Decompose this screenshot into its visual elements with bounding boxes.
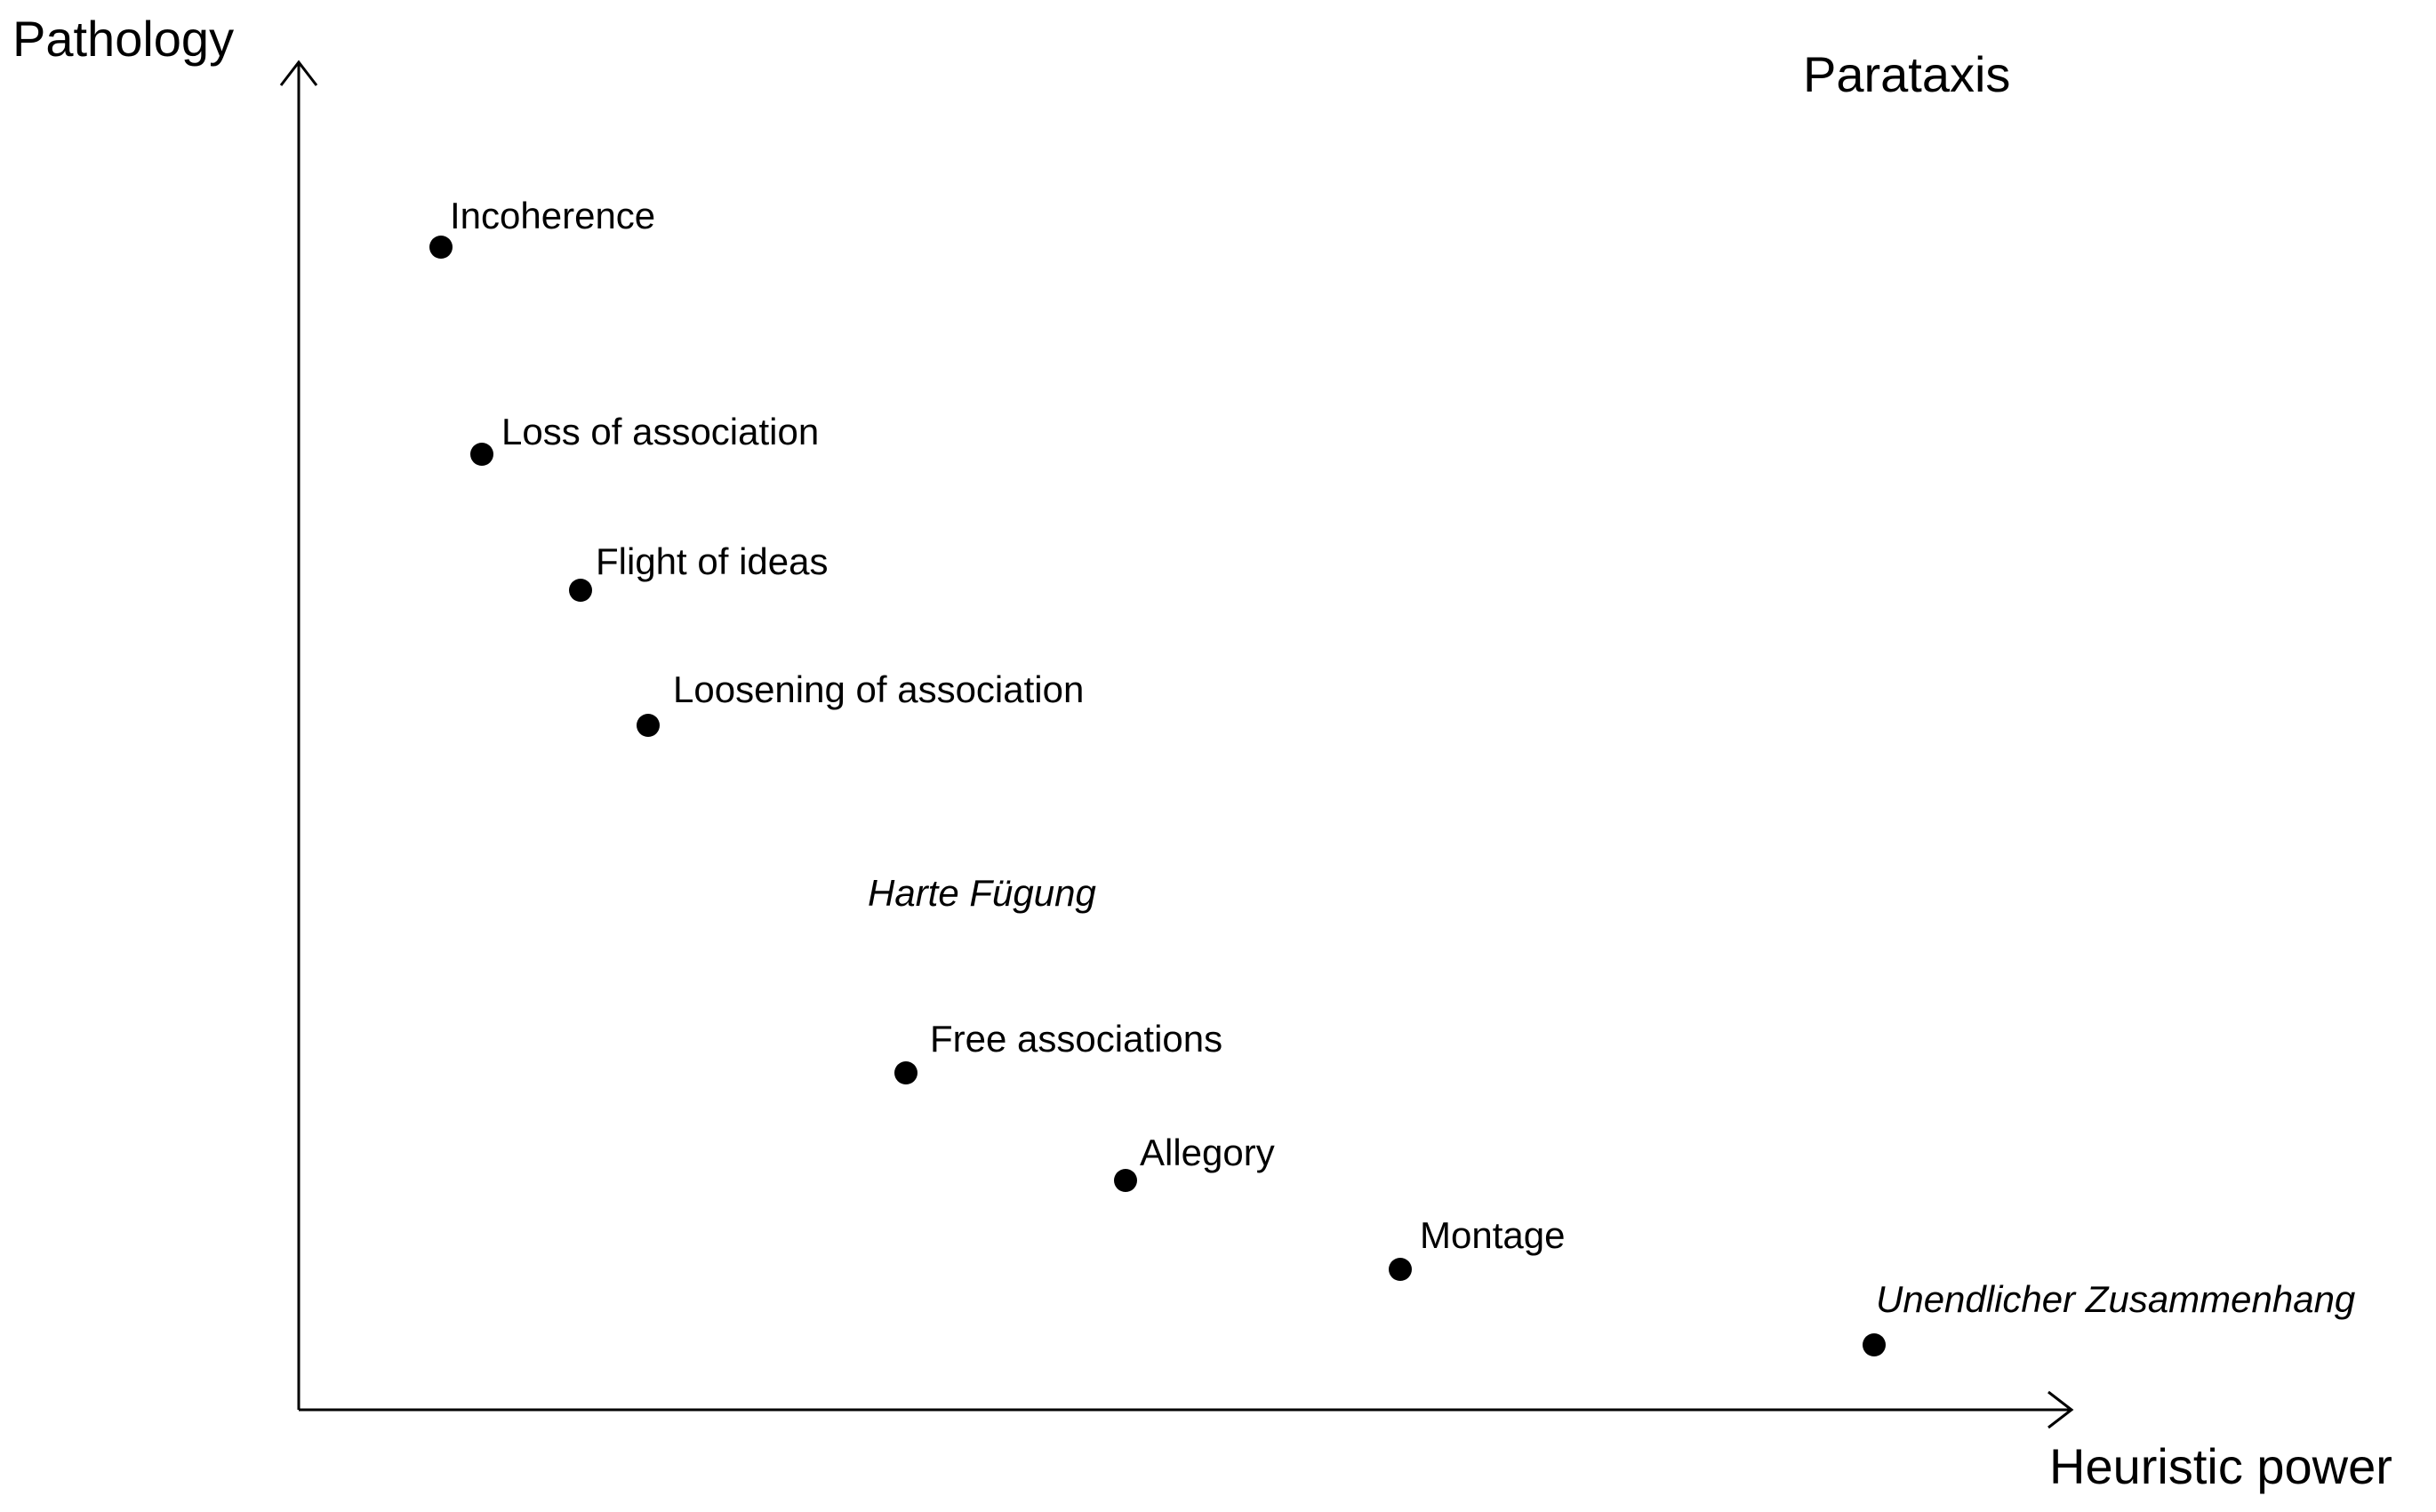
y-axis-arrowhead — [279, 60, 318, 86]
y-axis-label: Pathology — [12, 11, 235, 67]
point-dot-flight-of-ideas — [569, 579, 592, 602]
point-label-incoherence: Incoherence — [450, 195, 656, 236]
point-label-montage: Montage — [1420, 1214, 1566, 1256]
point-dot-unendlicher-zusammenhang — [1863, 1333, 1886, 1356]
harte-fugung-label: Harte Fügung — [868, 872, 1096, 914]
point-label-free-associations: Free associations — [930, 1018, 1223, 1060]
x-axis-label: Heuristic power — [2049, 1438, 2392, 1494]
point-dot-montage — [1389, 1258, 1412, 1281]
point-dot-allegory — [1114, 1169, 1137, 1192]
point-dot-loss-of-association — [470, 443, 493, 466]
point-label-flight-of-ideas: Flight of ideas — [596, 540, 829, 582]
point-label-loosening-of-association: Loosening of association — [673, 668, 1085, 710]
point-label-unendlicher-zusammenhang: Unendlicher Zusammenhang — [1876, 1278, 2356, 1320]
x-axis-arrowhead — [2047, 1390, 2074, 1429]
diagram-title: Parataxis — [1803, 46, 2011, 102]
point-label-allegory: Allegory — [1140, 1132, 1275, 1173]
point-label-loss-of-association: Loss of association — [501, 411, 820, 452]
point-dot-incoherence — [429, 236, 453, 259]
point-dot-free-associations — [894, 1061, 918, 1084]
point-dot-loosening-of-association — [637, 714, 660, 737]
